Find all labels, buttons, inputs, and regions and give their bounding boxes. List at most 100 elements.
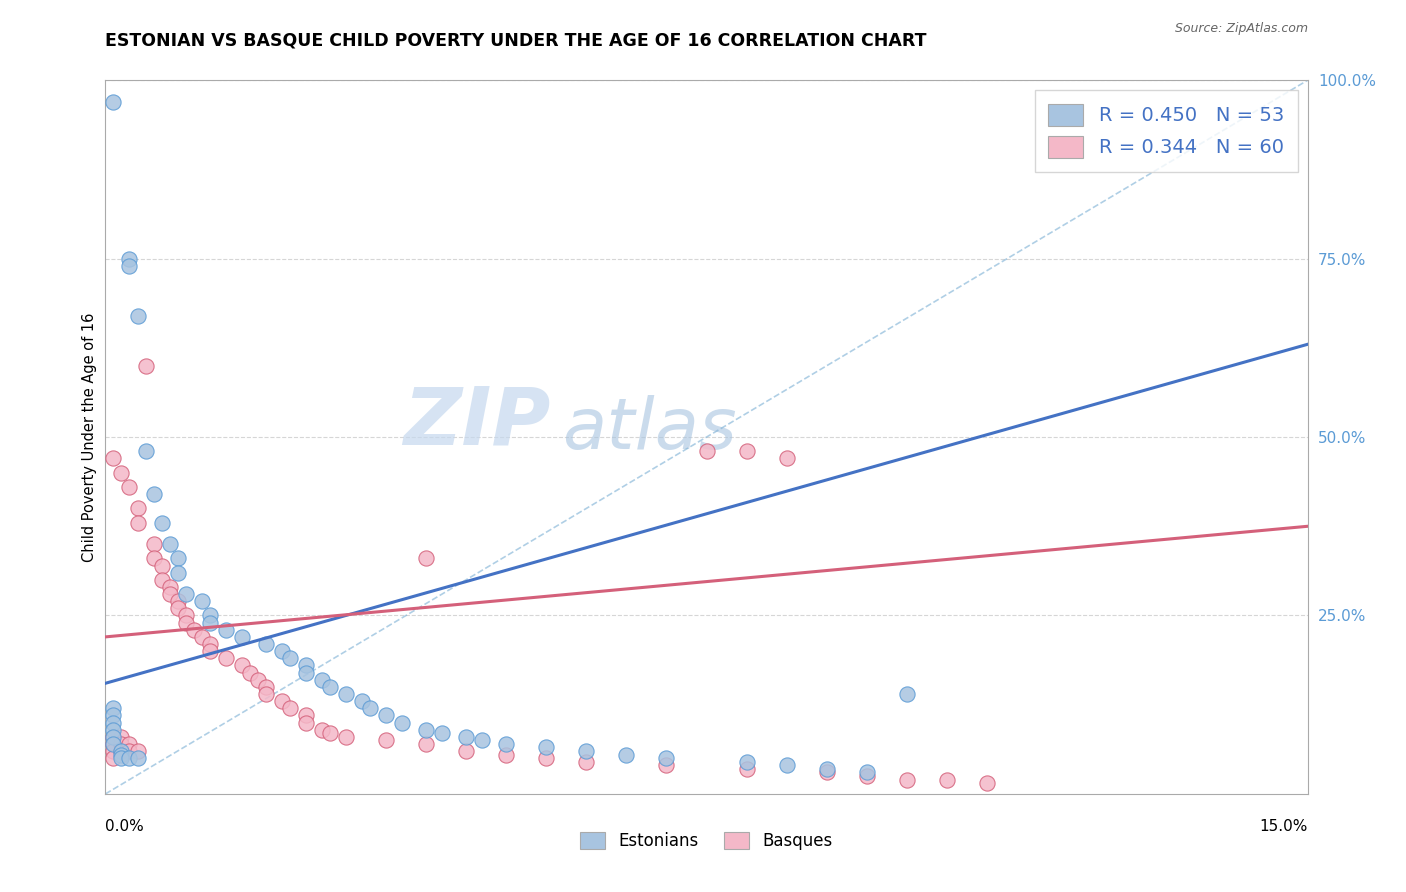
Point [359,701,381,715]
Point [110,744,132,758]
Point [415,737,437,751]
Point [127,751,149,765]
Point [103,751,125,765]
Point [183,623,205,637]
Point [110,744,132,758]
Point [103,708,125,723]
Point [103,715,125,730]
Point [198,608,221,623]
Point [214,651,236,665]
Point [110,747,132,762]
Point [159,537,181,551]
Point [198,644,221,658]
Point [776,451,799,466]
Point [374,733,398,747]
Point [311,673,333,687]
Point [103,737,125,751]
Point [166,566,188,580]
Text: ZIP: ZIP [404,384,550,462]
Point [270,694,292,708]
Point [118,744,141,758]
Point [534,751,557,765]
Point [655,751,678,765]
Text: Source: ZipAtlas.com: Source: ZipAtlas.com [1174,22,1308,36]
Point [936,772,959,787]
Point [231,630,253,644]
Point [103,95,125,109]
Point [374,708,398,723]
Point [159,587,181,601]
Point [430,726,453,740]
Point [815,765,838,780]
Point [815,762,838,776]
Point [471,733,494,747]
Point [350,694,373,708]
Point [103,744,125,758]
Point [454,744,477,758]
Point [198,637,221,651]
Point [190,594,212,608]
Point [254,687,277,701]
Point [127,744,149,758]
Point [103,730,125,744]
Point [127,501,149,516]
Point [254,637,277,651]
Point [159,580,181,594]
Point [696,444,718,458]
Point [166,551,188,566]
Point [118,252,141,266]
Point [896,687,918,701]
Text: atlas: atlas [562,395,737,465]
Point [776,758,799,772]
Point [575,744,598,758]
Point [319,680,342,694]
Point [150,573,173,587]
Point [239,665,262,680]
Point [118,737,141,751]
Point [495,747,517,762]
Point [534,740,557,755]
Point [110,737,132,751]
Point [391,715,413,730]
Point [254,680,277,694]
Point [127,516,149,530]
Point [103,701,125,715]
Point [311,723,333,737]
Point [103,723,125,737]
Point [278,701,301,715]
Point [174,608,197,623]
Point [735,444,758,458]
Point [246,673,269,687]
Point [495,737,517,751]
Point [142,537,165,551]
Point [135,444,157,458]
Point [198,615,221,630]
Point [319,726,342,740]
Point [142,551,165,566]
Point [976,776,998,790]
Point [855,765,877,780]
Point [278,651,301,665]
Point [415,723,437,737]
Point [118,259,141,273]
Point [174,615,197,630]
Point [103,451,125,466]
Point [415,551,437,566]
Point [214,623,236,637]
Point [295,715,318,730]
Point [166,594,188,608]
Text: ESTONIAN VS BASQUE CHILD POVERTY UNDER THE AGE OF 16 CORRELATION CHART: ESTONIAN VS BASQUE CHILD POVERTY UNDER T… [105,31,927,49]
Point [575,755,598,769]
Point [142,487,165,501]
Point [655,758,678,772]
Point [295,708,318,723]
Point [166,601,188,615]
Point [150,558,173,573]
Point [616,747,638,762]
Point [295,665,318,680]
Point [735,762,758,776]
Point [150,516,173,530]
Point [110,730,132,744]
Point [295,658,318,673]
Point [335,730,357,744]
